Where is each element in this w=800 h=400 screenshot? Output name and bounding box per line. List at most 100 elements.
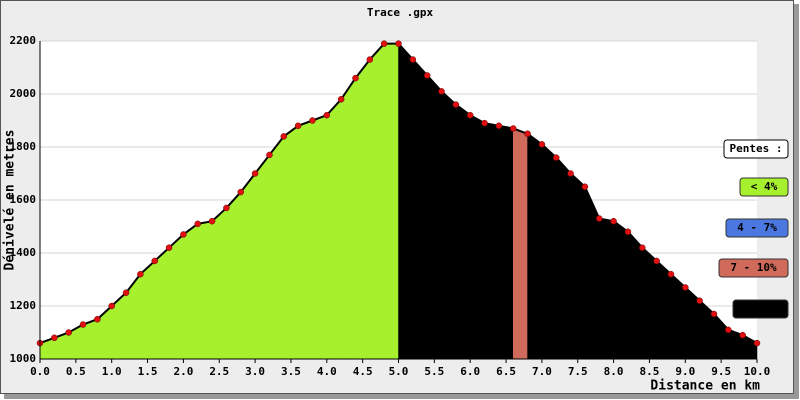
slope-segment — [541, 143, 557, 360]
slope-segment — [240, 172, 256, 360]
profile-point — [710, 310, 718, 318]
profile-point — [251, 170, 259, 177]
x-tick-label: 7.5 — [568, 365, 588, 378]
profile-point — [294, 122, 302, 130]
slope-segment — [398, 42, 414, 360]
slope-segment — [484, 122, 500, 360]
x-tick-label: 8.5 — [640, 365, 660, 378]
y-tick-label: 2000 — [10, 87, 37, 100]
profile-point — [667, 270, 675, 278]
slope-segment — [312, 114, 328, 360]
slope-segment — [469, 114, 485, 360]
slope-segment — [254, 154, 270, 360]
profile-point — [194, 220, 201, 228]
x-tick-label: 6.0 — [460, 365, 480, 378]
profile-point — [509, 125, 517, 132]
y-tick-label: 1800 — [10, 140, 37, 153]
legend-label: 4 - 7% — [737, 221, 777, 234]
x-tick-label: 1.0 — [102, 365, 122, 378]
slope-segment — [183, 223, 198, 360]
profile-point — [725, 326, 732, 334]
y-tick-label: 1400 — [10, 246, 37, 259]
profile-point — [409, 56, 417, 63]
profile-point — [323, 111, 331, 119]
slope-segment — [226, 191, 242, 360]
slope-segment — [455, 104, 471, 360]
slope-segment — [355, 58, 371, 360]
shadow — [4, 394, 799, 399]
legend-title: Pentes : — [730, 142, 783, 155]
slope-segment — [570, 172, 586, 360]
x-tick-label: 1.5 — [138, 365, 158, 378]
slope-segment — [642, 247, 657, 360]
x-tick-label: 3.0 — [245, 365, 265, 378]
profile-point — [122, 289, 130, 296]
profile-point — [280, 133, 288, 140]
profile-point — [208, 217, 216, 225]
profile-point — [581, 183, 589, 190]
profile-point — [438, 88, 445, 95]
profile-point — [739, 331, 746, 339]
profile-point — [309, 117, 316, 124]
x-tick-label: 9.5 — [711, 365, 731, 378]
profile-point — [108, 302, 115, 310]
slope-segment — [441, 90, 457, 360]
profile-point — [466, 111, 474, 119]
profile-point — [380, 40, 388, 47]
profile-point — [624, 228, 632, 236]
profile-point — [696, 297, 703, 304]
profile-point — [567, 170, 574, 177]
x-tick-label: 2.0 — [173, 365, 193, 378]
slope-segment — [168, 233, 184, 360]
y-tick-label: 1600 — [10, 193, 37, 206]
profile-point — [682, 284, 689, 291]
slope-segment — [527, 133, 543, 360]
profile-point — [51, 334, 58, 342]
profile-point — [337, 96, 345, 103]
slope-segment — [369, 42, 385, 360]
profile-point — [94, 316, 101, 323]
slope-segment — [211, 207, 227, 360]
y-tick-label: 1000 — [10, 352, 37, 365]
legend-swatch — [732, 299, 789, 319]
x-tick-label: 4.5 — [353, 365, 373, 378]
slope-segment — [498, 125, 514, 360]
x-tick-label: 6.5 — [496, 365, 516, 378]
chart-title: Trace .gpx — [367, 6, 434, 19]
profile-point — [423, 72, 431, 79]
profile-point — [79, 321, 87, 328]
profile-point — [352, 74, 359, 82]
x-tick-label: 4.0 — [317, 365, 337, 378]
profile-point — [481, 119, 488, 127]
slope-segment — [283, 125, 299, 360]
slope-segment — [555, 156, 571, 360]
profile-point — [366, 56, 374, 63]
x-axis-label: Distance en km — [650, 379, 760, 394]
profile-point — [452, 101, 460, 108]
y-tick-label: 2200 — [10, 34, 37, 47]
profile-point — [266, 151, 273, 159]
slope-segment — [340, 77, 356, 360]
legend-swatch — [718, 258, 789, 278]
profile-point — [639, 244, 646, 251]
profile-point — [538, 141, 546, 148]
y-tick-label: 1200 — [10, 299, 37, 312]
profile-point — [180, 231, 187, 238]
profile-point — [753, 339, 761, 347]
slope-segment — [613, 220, 629, 360]
slope-segment — [269, 135, 285, 360]
slope-segment — [326, 98, 342, 360]
profile-point — [237, 188, 245, 196]
x-tick-label: 9.0 — [675, 365, 695, 378]
profile-point — [151, 257, 158, 265]
x-tick-label: 10.0 — [744, 365, 771, 378]
profile-point — [137, 270, 144, 278]
slope-segment — [512, 128, 528, 360]
profile-point — [653, 257, 660, 265]
slope-segment — [599, 218, 614, 360]
legend-swatch — [739, 177, 789, 197]
legend-label: > 10% — [744, 302, 777, 315]
profile-point — [65, 329, 72, 336]
